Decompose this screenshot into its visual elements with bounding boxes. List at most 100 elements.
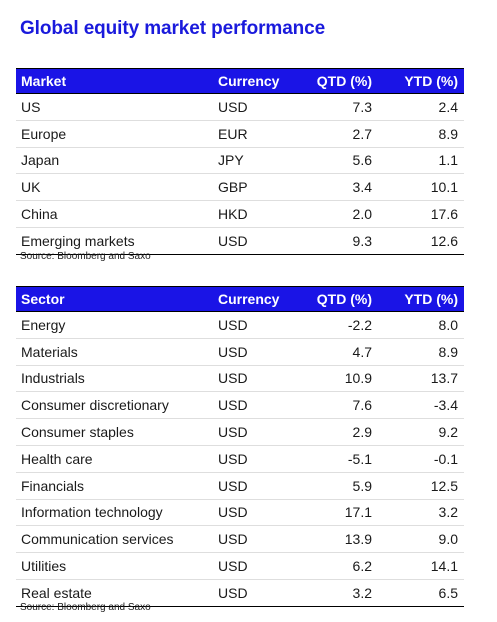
table-row: Health care USD -5.1 -0.1: [16, 445, 464, 473]
currency-cell: USD: [215, 391, 298, 420]
ytd-cell: -0.1: [378, 445, 464, 473]
qtd-cell: 2.9: [298, 418, 378, 446]
ytd-cell: 8.0: [378, 311, 464, 339]
qtd-cell: 5.6: [298, 147, 378, 175]
currency-cell: USD: [215, 227, 298, 255]
table-row: Japan JPY 5.6 1.1: [16, 147, 464, 175]
qtd-cell: -5.1: [298, 445, 378, 473]
table-row: Energy USD -2.2 8.0: [16, 311, 464, 339]
table-row: Consumer staples USD 2.9 9.2: [16, 418, 464, 446]
table-row: Real estate USD 3.2 6.5: [16, 579, 464, 607]
label-cell: Consumer discretionary: [16, 391, 215, 420]
column-header-currency: Currency: [215, 68, 298, 94]
column-header-qtd: QTD (%): [298, 68, 378, 94]
ytd-cell: 10.1: [378, 173, 464, 202]
qtd-cell: 13.9: [298, 525, 378, 554]
label-cell: China: [16, 200, 215, 228]
ytd-cell: 1.1: [378, 147, 464, 175]
currency-cell: USD: [215, 418, 298, 446]
currency-cell: JPY: [215, 147, 298, 175]
currency-cell: USD: [215, 525, 298, 554]
label-cell: Information technology: [16, 499, 215, 527]
market-performance-table: Market Currency QTD (%) YTD (%) US USD 7.3…: [16, 68, 464, 255]
sector-performance-table: Sector Currency QTD (%) YTD (%) Energy US…: [16, 286, 464, 607]
column-header-market: Market: [16, 68, 215, 94]
table-header-row: Sector Currency QTD (%) YTD (%): [16, 286, 464, 312]
label-cell: Industrials: [16, 365, 215, 393]
table-row: Materials USD 4.7 8.9: [16, 338, 464, 366]
qtd-cell: -2.2: [298, 311, 378, 339]
qtd-cell: 17.1: [298, 499, 378, 527]
market-table-body: US USD 7.3 2.4 Europe EUR 2.7 8.9 Japan JPY 5.6 1.1…: [16, 93, 464, 255]
label-cell: Utilities: [16, 552, 215, 580]
qtd-cell: 6.2: [298, 552, 378, 580]
currency-cell: USD: [215, 311, 298, 339]
column-header-ytd: YTD (%): [378, 286, 464, 312]
table-row: China HKD 2.0 17.6: [16, 200, 464, 228]
qtd-cell: 10.9: [298, 365, 378, 393]
sector-table-source: Source: Bloomberg and Saxo: [20, 602, 151, 613]
label-cell: Energy: [16, 311, 215, 339]
label-cell: Consumer staples: [16, 418, 215, 446]
ytd-cell: 8.9: [378, 338, 464, 366]
ytd-cell: 6.5: [378, 579, 464, 607]
table-header-row: Market Currency QTD (%) YTD (%): [16, 68, 464, 94]
label-cell: Financials: [16, 472, 215, 500]
currency-cell: EUR: [215, 120, 298, 148]
qtd-cell: 7.3: [298, 93, 378, 121]
ytd-cell: 14.1: [378, 552, 464, 580]
table-row: US USD 7.3 2.4: [16, 93, 464, 121]
currency-cell: USD: [215, 579, 298, 607]
currency-cell: USD: [215, 472, 298, 500]
table-row: Communication services USD 13.9 9.0: [16, 525, 464, 554]
ytd-cell: 12.6: [378, 227, 464, 255]
column-header-currency: Currency: [215, 286, 298, 312]
table-row: Consumer discretionary USD 7.6 -3.4: [16, 391, 464, 420]
table-row: Financials USD 5.9 12.5: [16, 472, 464, 500]
qtd-cell: 3.4: [298, 173, 378, 202]
page-title: Global equity market performance: [20, 18, 326, 39]
currency-cell: HKD: [215, 200, 298, 228]
ytd-cell: 3.2: [378, 499, 464, 527]
market-table-source: Source: Bloomberg and Saxo: [20, 251, 151, 262]
currency-cell: USD: [215, 552, 298, 580]
label-cell: Europe: [16, 120, 215, 148]
ytd-cell: 9.0: [378, 525, 464, 554]
qtd-cell: 7.6: [298, 391, 378, 420]
ytd-cell: 2.4: [378, 93, 464, 121]
ytd-cell: 13.7: [378, 365, 464, 393]
qtd-cell: 4.7: [298, 338, 378, 366]
table-row: Europe EUR 2.7 8.9: [16, 120, 464, 148]
ytd-cell: 9.2: [378, 418, 464, 446]
sector-table-body: Energy USD -2.2 8.0 Materials USD 4.7 8.9 Indust…: [16, 311, 464, 607]
table-row: Information technology USD 17.1 3.2: [16, 499, 464, 527]
qtd-cell: 2.0: [298, 200, 378, 228]
table-row: Industrials USD 10.9 13.7: [16, 365, 464, 393]
table-row: Utilities USD 6.2 14.1: [16, 552, 464, 580]
currency-cell: USD: [215, 338, 298, 366]
currency-cell: USD: [215, 445, 298, 473]
label-cell: UK: [16, 173, 215, 202]
qtd-cell: 3.2: [298, 579, 378, 607]
label-cell: Japan: [16, 147, 215, 175]
ytd-cell: 17.6: [378, 200, 464, 228]
ytd-cell: 12.5: [378, 472, 464, 500]
label-cell: Health care: [16, 445, 215, 473]
column-header-ytd: YTD (%): [378, 68, 464, 94]
label-cell: Real estate: [16, 579, 215, 607]
table-row: UK GBP 3.4 10.1: [16, 173, 464, 202]
currency-cell: USD: [215, 365, 298, 393]
label-cell: US: [16, 93, 215, 121]
column-header-qtd: QTD (%): [298, 286, 378, 312]
table-row: Emerging markets USD 9.3 12.6: [16, 227, 464, 255]
currency-cell: USD: [215, 93, 298, 121]
qtd-cell: 9.3: [298, 227, 378, 255]
qtd-cell: 2.7: [298, 120, 378, 148]
ytd-cell: 8.9: [378, 120, 464, 148]
currency-cell: GBP: [215, 173, 298, 202]
label-cell: Materials: [16, 338, 215, 366]
label-cell: Communication services: [16, 525, 215, 554]
ytd-cell: -3.4: [378, 391, 464, 420]
column-header-sector: Sector: [16, 286, 215, 312]
label-cell: Emerging markets: [16, 227, 215, 255]
